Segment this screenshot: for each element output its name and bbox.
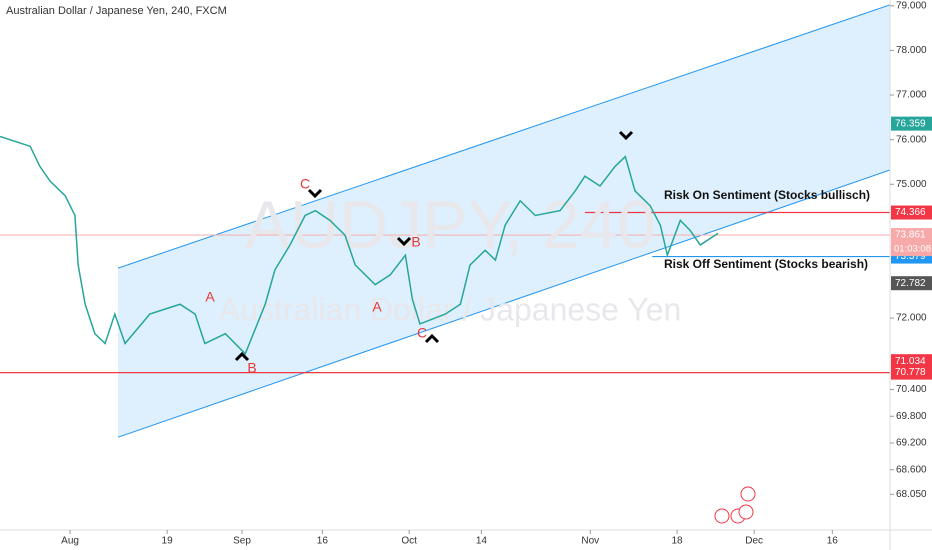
x-tick-label: 16 xyxy=(317,536,329,547)
x-tick-label: Dec xyxy=(745,536,763,547)
event-icons xyxy=(714,486,756,524)
wave-label: A xyxy=(205,289,215,305)
plot-background xyxy=(0,4,891,438)
axes: 79.000 78.000 77.000 76.000 75.000 72.000 70.4… xyxy=(61,0,932,547)
y-tick-label: 68.050 xyxy=(896,489,927,500)
price-tag-label: 74.366 xyxy=(895,207,926,218)
price-tag xyxy=(891,116,932,131)
y-tick-label: 70.400 xyxy=(896,384,927,395)
channel xyxy=(118,4,890,438)
plot xyxy=(0,135,719,356)
wave-label: B xyxy=(247,360,256,376)
watermark-sub: Australian Dollar / Japanese Yen xyxy=(219,291,682,327)
event-icon xyxy=(740,486,756,502)
x-tick-label: Nov xyxy=(581,536,599,547)
price-tag-label: 73.861 xyxy=(895,230,926,241)
y-tick-label: 68.600 xyxy=(896,464,927,475)
price-line xyxy=(0,135,719,356)
wave-label: C xyxy=(300,176,310,192)
y-tick-label: 69.200 xyxy=(896,438,927,449)
x-tick-label: Aug xyxy=(61,536,79,547)
annotation: Risk Off Sentiment (Stocks bearish) xyxy=(664,257,868,271)
price-tag-label: 73.379 xyxy=(895,251,926,262)
price-tag xyxy=(891,228,932,243)
price-tag-label: 71.034 xyxy=(895,356,926,367)
x-tick-label: 19 xyxy=(162,536,174,547)
y-tick-label: 77.000 xyxy=(896,90,927,101)
countdown: 01:03:08 xyxy=(894,244,931,255)
y-tick-label: 72.000 xyxy=(896,313,927,324)
price-tag xyxy=(891,354,932,369)
x-tick-label: 16 xyxy=(827,536,839,547)
chevron-down xyxy=(307,188,323,199)
chevron-down xyxy=(618,130,634,141)
price-tag xyxy=(891,276,932,291)
x-tick-label: Oct xyxy=(401,536,417,547)
price-tag-label: 72.782 xyxy=(895,278,926,289)
x-tick-label: 18 xyxy=(672,536,684,547)
watermark: AUDJPY, 240 xyxy=(245,187,656,263)
chevron-up xyxy=(424,333,440,344)
countdown-tag xyxy=(891,242,932,257)
x-tick-label: 14 xyxy=(476,536,488,547)
y-tick-label: 78.000 xyxy=(896,45,927,56)
x-tick-label: Sep xyxy=(233,536,251,547)
y-tick-label: 76.000 xyxy=(896,134,927,145)
chevron-up xyxy=(234,351,250,362)
y-tick-label: 79.000 xyxy=(896,0,927,11)
price-tag-label: 76.359 xyxy=(895,118,926,129)
annotation: Risk On Sentiment (Stocks bullisch) xyxy=(664,188,870,202)
chevron-down xyxy=(396,236,412,247)
chart-title: Australian Dollar / Japanese Yen, 240, F… xyxy=(6,5,227,17)
price-tag xyxy=(891,365,932,380)
price-tag xyxy=(891,205,932,220)
channel-lower xyxy=(117,169,891,438)
y-tick-label: 75.000 xyxy=(896,179,927,190)
event-icon xyxy=(714,508,730,524)
chevrons xyxy=(234,130,634,362)
event-icon xyxy=(738,504,754,520)
price-tag-label: 70.778 xyxy=(895,367,926,378)
wave-label: A xyxy=(372,299,382,315)
wave-label: B xyxy=(411,234,420,250)
y-tick-label: 69.800 xyxy=(896,411,927,422)
channel-upper xyxy=(117,4,891,269)
wave-label: C xyxy=(417,325,427,341)
